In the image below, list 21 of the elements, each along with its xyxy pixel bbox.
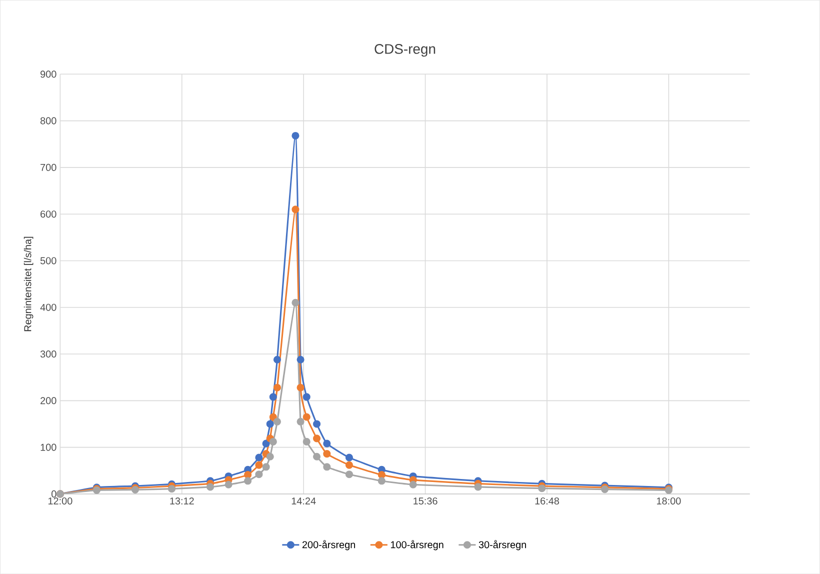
y-tick-label: 800 xyxy=(40,117,56,124)
x-tick-label: 18:00 xyxy=(657,497,681,504)
x-tick-label: 15:36 xyxy=(414,497,438,504)
chart-title: CDS-regn xyxy=(374,44,436,57)
legend-label: 30-årsregn xyxy=(478,540,526,550)
y-tick-label: 0 xyxy=(52,490,56,498)
x-tick-label: 16:48 xyxy=(535,497,560,504)
x-tick-label: 14:24 xyxy=(292,497,316,504)
y-tick-label: 600 xyxy=(40,210,56,218)
y-tick-label: 100 xyxy=(40,444,56,451)
legend-label: 200-årsregn xyxy=(302,540,355,550)
x-tick-label: 13:12 xyxy=(170,497,194,504)
y-axis-title: Regnintensitet [l/s/ha] xyxy=(24,236,34,332)
y-tick-label: 500 xyxy=(40,257,56,264)
legend-label: 100-årsregn xyxy=(390,540,444,550)
y-tick-label: 900 xyxy=(40,70,56,78)
y-tick-label: 200 xyxy=(40,397,56,404)
y-tick-label: 700 xyxy=(40,164,56,171)
y-tick-label: 300 xyxy=(40,350,56,358)
x-tick-label: 12:00 xyxy=(48,497,72,504)
y-tick-label: 400 xyxy=(40,304,56,311)
